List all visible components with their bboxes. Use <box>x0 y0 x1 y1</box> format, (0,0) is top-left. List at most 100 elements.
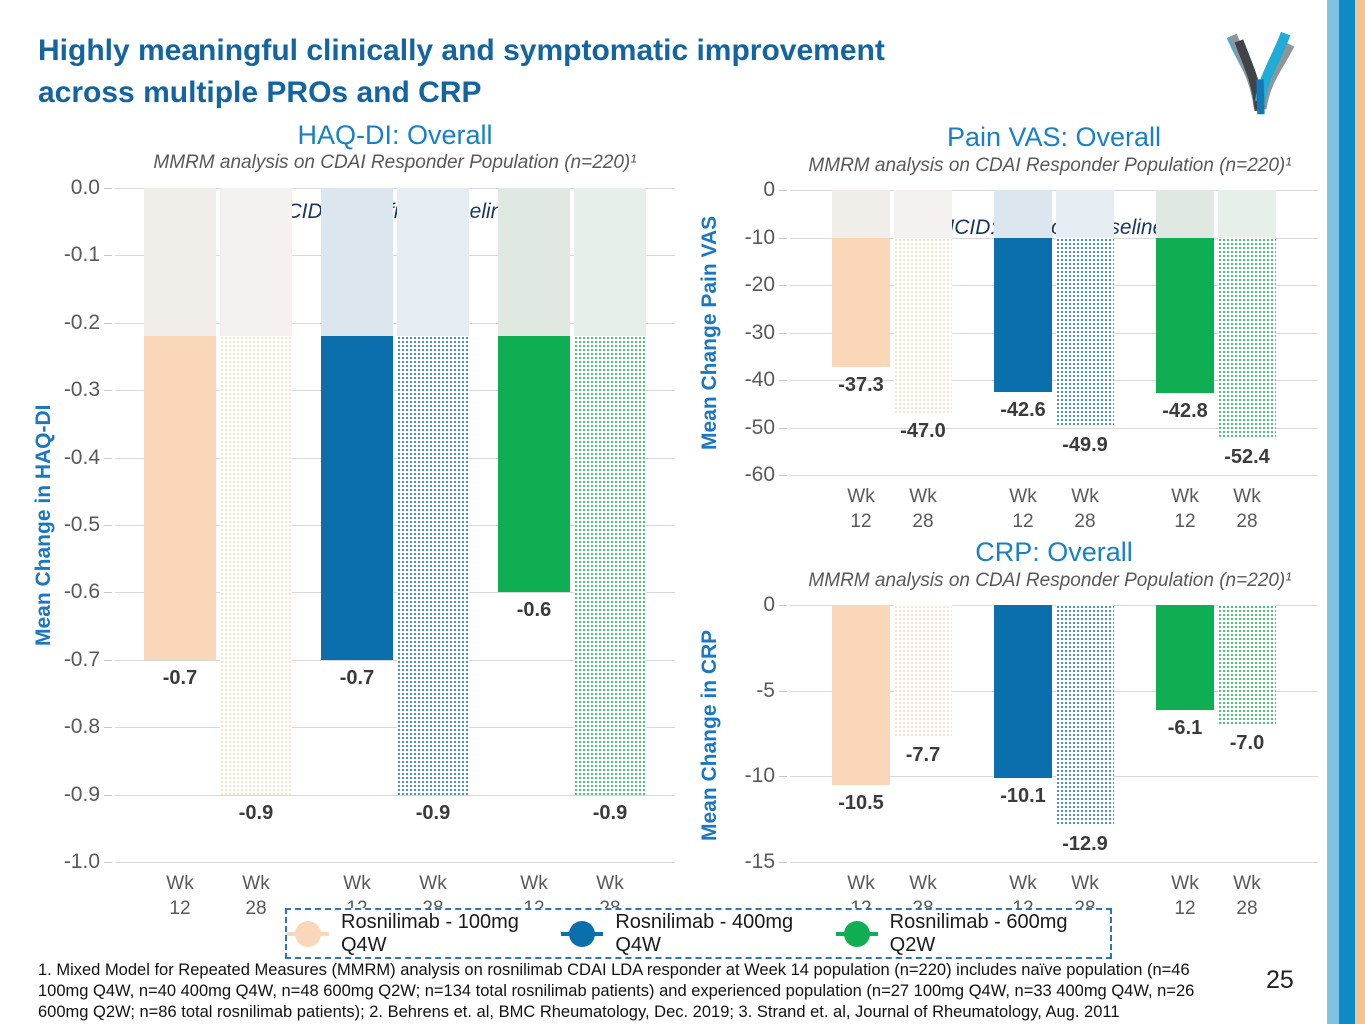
bar-group: -42.8 Wk 12 -52.4 Wk 28 <box>1156 190 1276 532</box>
gridline <box>790 862 1318 863</box>
bar-group: -6.1 Wk 12 -7.0 Wk 28 <box>1156 605 1276 919</box>
legend-marker-400mg-icon <box>561 920 604 947</box>
bar: -10.5Wk 12 <box>832 605 890 919</box>
gridline <box>790 332 1318 334</box>
y-tick-label: -20 <box>744 273 775 296</box>
y-tickmark <box>104 592 112 594</box>
bar-segment <box>574 336 646 795</box>
gridline <box>790 285 1318 286</box>
legend-item-400mg: Rosnilimab - 400mg Q4W <box>561 911 835 957</box>
x-tick-label: Wk 12 <box>166 873 194 919</box>
bar: -0.9Wk 28 <box>397 188 469 919</box>
bar-segment <box>1218 605 1276 725</box>
bar-mcid-segment <box>321 188 393 337</box>
bar-value-label: -42.6 <box>1000 399 1046 422</box>
y-tick-label: 0 <box>763 178 775 201</box>
y-tick-label: -0.3 <box>63 378 100 402</box>
bar-segment <box>832 605 890 785</box>
y-tickmark <box>104 255 112 257</box>
bar-segment <box>894 237 952 414</box>
legend-label-100mg: Rosnilimab - 100mg Q4W <box>341 910 519 956</box>
bar-mcid-segment <box>1218 190 1276 238</box>
y-tick-label: -10 <box>744 225 775 249</box>
y-tick-label: -60 <box>744 463 775 486</box>
gridline <box>115 659 675 661</box>
bar-group: -10.5Wk 12-7.7Wk 28 <box>832 605 952 919</box>
bar-mcid-segment <box>894 190 952 238</box>
y-tickmark <box>104 525 112 526</box>
y-axis-title-crp: Mean Change in CRP <box>698 629 721 841</box>
y-tickmark <box>779 237 787 239</box>
bar-mcid-segment <box>574 188 646 337</box>
bar-segment <box>1156 237 1214 394</box>
legend-label-600mg: Rosnilimab - 600mg Q2W <box>889 910 1068 956</box>
plot-area-painvas: MCID: -10 from baseline³ 0 -10 -20 -30 -40 -5… <box>745 179 1318 532</box>
bar-value-label: -47.0 <box>900 420 946 443</box>
bar-value-label: -0.6 <box>516 599 552 622</box>
y-tick-label: 0 <box>763 593 775 616</box>
gridline <box>115 727 675 729</box>
x-tick-label: Wk 28 <box>1233 873 1261 919</box>
page-title: Highly meaningful clinically and symptom… <box>38 30 1188 114</box>
page-number: 25 <box>1266 966 1294 994</box>
bar-mcid-segment <box>1156 190 1214 238</box>
gridline <box>115 862 675 863</box>
y-tickmark <box>104 794 112 796</box>
plot-area-crp: 0-5-10-15-10.5Wk 12-7.7Wk 28-10.1Wk 12-1… <box>745 594 1318 919</box>
y-tick-label: -0.5 <box>63 513 100 536</box>
y-tick-label: -0.8 <box>63 715 100 739</box>
bar: -10.1Wk 12 <box>994 605 1052 919</box>
y-tick-label: -0.9 <box>63 782 100 806</box>
bar-segment <box>1218 237 1276 439</box>
y-tickmark <box>779 332 787 334</box>
bar: -0.7Wk 12 <box>321 188 393 919</box>
gridline <box>115 255 675 257</box>
bar-group: -10.1Wk 12-12.9Wk 28 <box>994 605 1114 919</box>
y-tick-label: -30 <box>744 320 775 344</box>
bar-value-label: -52.4 <box>1224 445 1270 468</box>
bar-value-label: -0.7 <box>339 666 375 689</box>
y-tickmark <box>779 380 787 381</box>
edge-stripe-peach <box>1355 0 1365 1024</box>
legend-marker-100mg-icon <box>287 920 329 947</box>
bar: -6.1 Wk 12 <box>1156 605 1214 919</box>
chart-subtitle-haqdi: MMRM analysis on CDAI Responder Populati… <box>153 152 637 173</box>
bar-value-label: -0.9 <box>592 801 628 824</box>
edge-stripe-light-blue <box>1327 0 1339 1024</box>
gridline <box>790 776 1318 778</box>
bar-value-label: -42.8 <box>1162 400 1208 423</box>
legend-item-600mg: Rosnilimab - 600mg Q2W <box>835 910 1110 957</box>
gridline <box>115 592 675 594</box>
bar-segment <box>1156 605 1214 710</box>
bar-segment <box>894 605 952 737</box>
y-tick-label: -0.4 <box>63 445 100 469</box>
bar-group: -0.7Wk 12-0.9Wk 28 <box>321 188 469 919</box>
bar-value-label: -6.1 <box>1167 716 1203 739</box>
bar: -0.9Wk 28 <box>574 188 646 919</box>
legend-marker-600mg-icon <box>835 920 878 947</box>
gridline <box>790 475 1318 476</box>
gridline <box>790 237 1318 239</box>
bar: -42.6 Wk 12 <box>994 190 1052 532</box>
gridline <box>790 690 1318 692</box>
gridline <box>115 390 675 392</box>
bar-segment <box>1056 237 1114 428</box>
bar-value-label: -0.9 <box>238 801 274 824</box>
y-tickmark <box>779 190 787 191</box>
bar-segment <box>144 336 216 660</box>
plot-area-haqdi: MCID: -0.22 from baseline² 0.0 -0.1 -0.2 -0… <box>64 177 675 919</box>
bar-value-label: -0.9 <box>415 801 451 824</box>
chart-title-crp: CRP: Overall <box>975 537 1133 567</box>
bar-mcid-segment <box>144 188 216 337</box>
page-title-line2: across multiple PROs and CRP <box>38 76 482 109</box>
x-tick-label: Wk 28 <box>242 873 270 919</box>
bar-segment <box>498 336 570 593</box>
chart-subtitle-painvas: MMRM analysis on CDAI Responder Populati… <box>808 155 1292 176</box>
y-tickmark <box>779 427 787 429</box>
footnotes: 1. Mixed Model for Repeated Measures (MM… <box>38 961 1195 1022</box>
bar-group: -42.6 Wk 12 -49.9 Wk 28 <box>994 190 1114 532</box>
x-tick-label: Wk 12 <box>1009 486 1037 532</box>
y-axis-title-haqdi: Mean Change in HAQ-DI <box>32 404 55 646</box>
bar: -0.6Wk 12 <box>498 188 570 919</box>
